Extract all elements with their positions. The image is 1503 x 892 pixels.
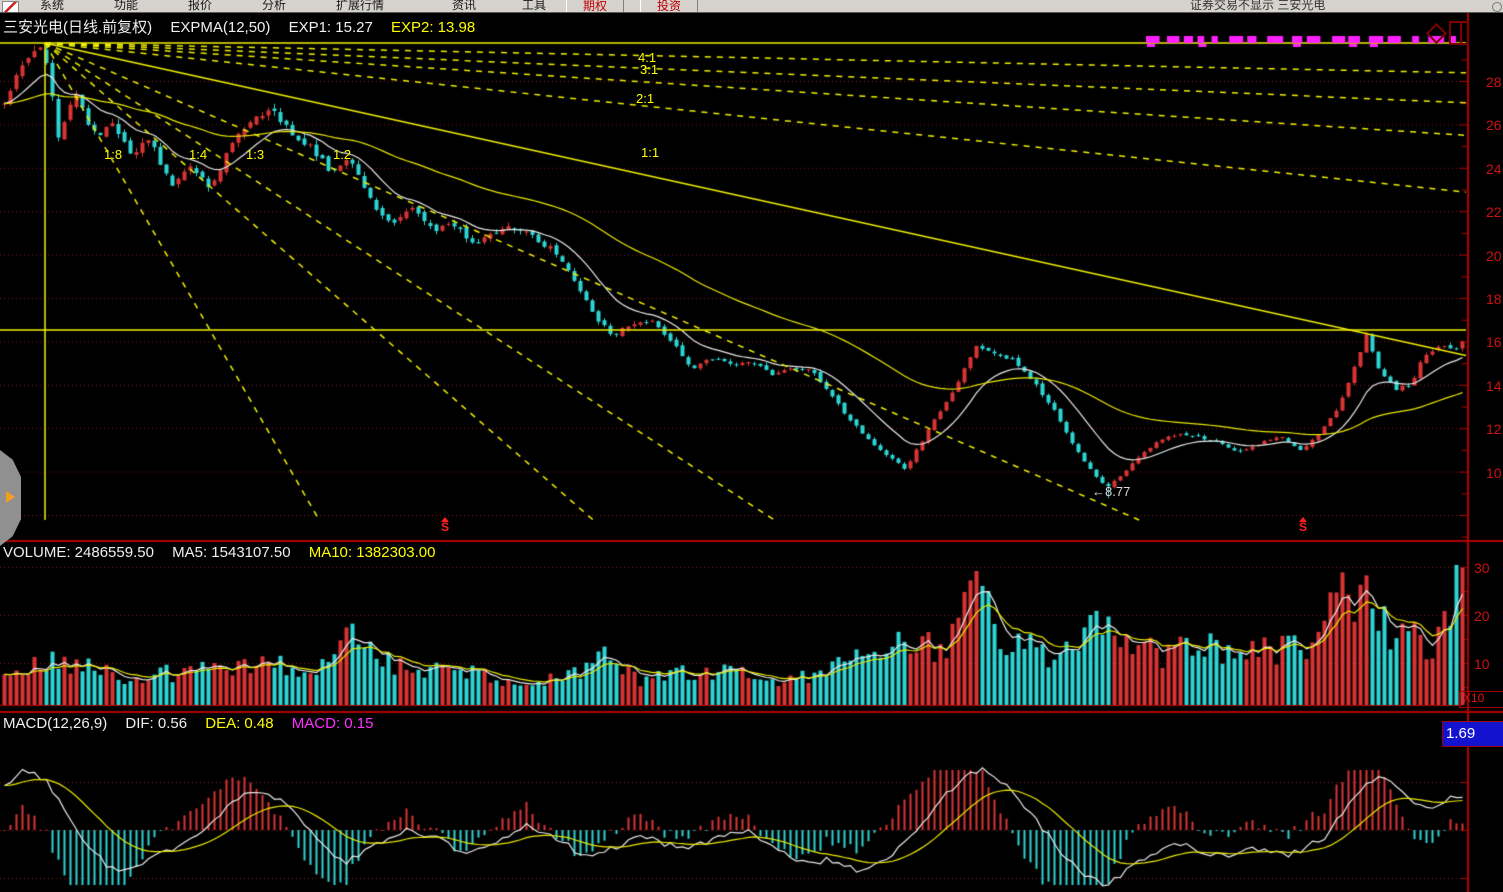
menu-item-3[interactable]: 分析 <box>262 0 287 12</box>
dea-value: DEA: 0.48 <box>205 715 274 732</box>
expand-arrow-icon <box>6 491 15 503</box>
sell-triangle-icon <box>441 517 449 522</box>
volume-value: VOLUME: 2486559.50 <box>3 544 154 561</box>
menu-item-4[interactable]: 扩展行情 <box>336 0 385 12</box>
menu-item-1[interactable]: 功能 <box>114 0 139 12</box>
price-axis-label: 24 <box>1486 160 1502 177</box>
gann-ratio-label: 1:2 <box>333 147 352 162</box>
sell-marker-label: S <box>1298 520 1307 534</box>
price-axis-label: 18 <box>1486 291 1502 307</box>
volume-axis-label: 20 <box>1474 608 1490 624</box>
price-axis-label: 20 <box>1486 247 1502 264</box>
window-icon[interactable] <box>1449 21 1469 45</box>
gann-ratio-label: 3:1 <box>640 62 659 77</box>
volume-axis-label: 30 <box>1474 560 1490 576</box>
menu-item-5[interactable]: 资讯 <box>452 0 477 12</box>
dif-value: DIF: 0.56 <box>125 715 188 732</box>
price-axis-label: 14 <box>1486 377 1502 394</box>
instrument-label: 三安光电(日线.前复权) <box>3 19 153 36</box>
price-axis-label: 28 <box>1486 74 1502 90</box>
app-icon[interactable] <box>2 1 19 12</box>
low-price-annotation: ←8.77 <box>1092 484 1131 499</box>
sell-marker: S <box>1296 517 1310 534</box>
price-axis-label: 16 <box>1486 334 1502 351</box>
menu-button-0[interactable]: 期权 <box>566 0 624 12</box>
exp2-value: EXP2: 13.98 <box>390 19 476 36</box>
menu-button-1[interactable]: 投资 <box>640 0 698 12</box>
price-axis-label: 26 <box>1486 117 1502 134</box>
volume-panel-header: VOLUME: 2486559.50 MA5: 1543107.50 MA10:… <box>3 544 450 561</box>
sell-triangle-icon <box>1299 517 1307 522</box>
gann-ratio-label: 1:8 <box>104 147 123 162</box>
sidebar-toggle[interactable] <box>0 450 21 546</box>
vol-ma10-value: MA10: 1382303.00 <box>308 544 436 561</box>
vol-ma5-value: MA5: 1543107.50 <box>172 544 291 561</box>
volume-unit-label: X10 <box>1459 691 1503 708</box>
price-panel-title: 三安光电(日线.前复权) EXPMA(12,50) EXP1: 15.27 EX… <box>3 16 489 37</box>
sell-marker-label: S <box>440 520 449 534</box>
volume-axis-label: 10 <box>1474 656 1490 672</box>
gann-ratio-label: 1:4 <box>189 147 208 162</box>
price-axis-label: 22 <box>1486 204 1502 221</box>
gann-ratio-label: 1:1 <box>641 145 660 160</box>
menu-item-6[interactable]: 工具 <box>522 0 547 12</box>
exp1-value: EXP1: 15.27 <box>288 19 373 36</box>
menu-item-0[interactable]: 系统 <box>40 0 65 12</box>
menubar-right-text: 证券交易不显示 三安光电 <box>1190 0 1326 12</box>
macd-value: MACD: 0.15 <box>291 715 374 732</box>
gann-ratio-label: 2:1 <box>636 91 655 106</box>
price-axis-label: 10 <box>1486 464 1502 481</box>
menubar: 系统 功能 报价 分析 扩展行情 资讯 工具 期权 投资 证券交易不显示 三安光电 <box>0 0 1503 13</box>
gann-ratio-label: 4:1 <box>638 50 657 65</box>
price-axis-label: 12 <box>1486 421 1502 438</box>
window-icon-pane <box>1460 23 1462 43</box>
macd-panel-header: MACD(12,26,9) DIF: 0.56 DEA: 0.48 MACD: … <box>3 715 388 732</box>
macd-params: MACD(12,26,9) <box>3 715 108 732</box>
indicator-label: EXPMA(12,50) <box>170 19 271 36</box>
help-icon[interactable] <box>1492 2 1502 12</box>
sell-marker: S <box>438 517 452 534</box>
gann-ratio-label: 1:3 <box>246 147 265 162</box>
macd-axis-badge: 1.69 <box>1442 721 1503 747</box>
menu-item-2[interactable]: 报价 <box>188 0 213 12</box>
